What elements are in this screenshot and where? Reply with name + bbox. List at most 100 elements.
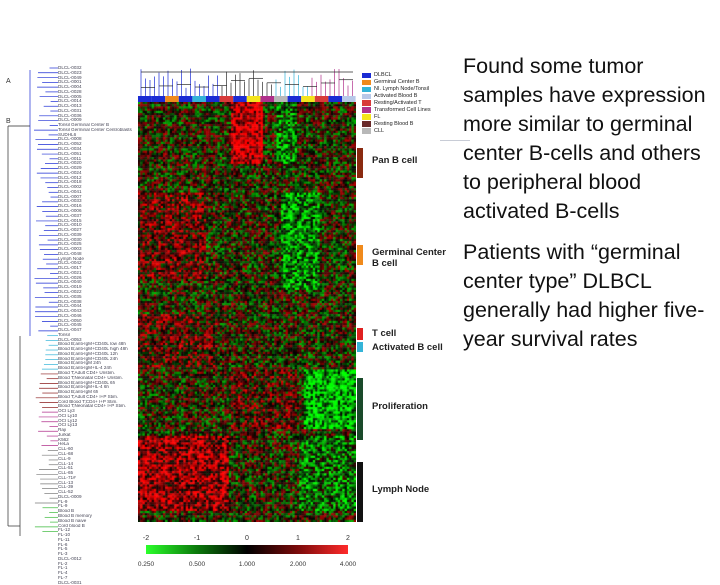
sample-type-strip-cell — [301, 96, 315, 102]
sample-label: Blood B;anti-IgM+IL-4 24h — [58, 366, 112, 371]
sample-type-legend: DLBCL Germinal Center B NI. Lymph Node/Ton… — [362, 72, 462, 135]
bullet-survival-rates: Patients with “germinal center type” DLB… — [463, 240, 705, 351]
sample-label: DLCL-0043 — [58, 309, 82, 314]
sample-label: DLCL-0016 — [58, 204, 82, 209]
sample-label: Blood B;anti-IgM+CD40L high 48h — [58, 347, 128, 352]
sample-label: Tonsil Germinal Center B — [58, 123, 110, 128]
legend-label: Resting Blood B — [374, 121, 414, 128]
sample-label: DLCL-0029 — [58, 166, 82, 171]
sample-label: Blood T;Adult CD4+ Unstim. — [58, 371, 115, 375]
scale-tick: 1 — [296, 535, 300, 542]
gene-cluster: Lymph Node — [357, 462, 429, 522]
sample-label: DLCL-0026 — [58, 275, 82, 280]
sample-label: DLCL-0015 — [58, 218, 82, 223]
sample-type-strip-cell — [274, 96, 288, 102]
sample-label: DLCL-0030 — [58, 237, 82, 242]
gene-cluster: Proliferation — [357, 378, 428, 440]
sample-label: CLL-60 — [58, 447, 74, 452]
gene-cluster-label: Pan B cell — [372, 155, 418, 166]
legend-label: Transformed Cell Lines — [374, 107, 431, 114]
sample-label: DLCL-0020 — [58, 161, 82, 166]
sample-label: DLCL-0007 — [58, 194, 82, 199]
gene-cluster-label: Lymph Node — [372, 484, 430, 495]
sample-type-strip-cell — [260, 96, 274, 102]
sample-type-strip-cell — [342, 96, 356, 102]
sample-label: Tonsil Germinal Center Centroblasts — [58, 127, 132, 132]
sample-label: CLL-71# — [58, 475, 76, 480]
sample-label: DLCL-0041 — [58, 189, 82, 194]
scale-value: 0.500 — [188, 561, 206, 568]
legend-swatch — [362, 93, 371, 99]
gene-dendrogram — [138, 68, 356, 102]
sample-label: DLCL-0040 — [58, 280, 82, 285]
sample-label: DLCL-0024 — [58, 170, 82, 175]
sample-label: DLCL-0004 — [58, 85, 82, 90]
legend-item: Resting Blood B — [362, 121, 462, 128]
gene-cluster-label: T cell — [372, 328, 397, 339]
text-panel: Found some tumor samples have expression… — [463, 52, 719, 366]
legend-label: FL — [374, 114, 381, 121]
legend-label: CLL — [374, 128, 385, 135]
sample-label: DLCL-0010 — [58, 223, 82, 228]
sample-type-strip-cell — [151, 96, 166, 102]
sample-label: DLCL-0038 — [58, 299, 82, 304]
sample-label: DLCL-0048 — [58, 251, 82, 256]
sample-label: Blood T;Neonatal CD4+ I+P Stim. — [58, 404, 127, 409]
sample-label: DLCL-0052 — [58, 142, 82, 147]
legend-label: Germinal Center B — [374, 79, 420, 86]
scale-tick: -2 — [142, 535, 150, 542]
sample-label: DLCL-0045 — [58, 323, 82, 328]
sample-label: Cord Blood T;CD4+ I+P Stim. — [58, 399, 118, 404]
sample-type-strip-cell — [165, 96, 179, 102]
sample-label: Cord blood B — [58, 523, 85, 528]
legend-item: NI. Lymph Node/Tonsil — [362, 86, 462, 93]
legend-item: Transformed Cell Lines — [362, 107, 462, 114]
sample-type-strip-cell — [314, 96, 329, 102]
sample-label: DLCL-0001 — [58, 80, 82, 85]
legend-swatch — [362, 128, 371, 134]
gene-cluster-label: Proliferation — [372, 401, 428, 412]
sample-label: Blood B;anti-IgM 24h — [58, 361, 101, 366]
sample-label: DLCL-0047 — [58, 328, 82, 333]
sample-label: DLCL-0023 — [58, 70, 82, 75]
sample-label: CLL-52 — [58, 490, 74, 495]
scale-ticks: -2 -1 0 1 2 — [138, 535, 356, 545]
scale-value: 1.000 — [238, 561, 256, 568]
sample-label: DLCL-0046 — [58, 313, 82, 318]
sample-label: Blood B;anti-IgM 6h — [58, 390, 99, 395]
sample-type-strip-cell — [328, 96, 342, 102]
sample-label: Jurkat — [58, 432, 71, 437]
sample-label: CLL-39 — [58, 485, 74, 490]
sample-label: Blood T;Neonatal CD4+ Unstim. — [58, 375, 123, 380]
legend-item: FL — [362, 114, 462, 121]
sample-label: CLL-13 — [58, 480, 74, 485]
axis-label-b: B — [6, 118, 11, 125]
sample-label: DLCL-0002 — [58, 185, 82, 190]
sample-label: DLCL-0008 — [58, 137, 82, 142]
legend-item: CLL — [362, 128, 462, 135]
sample-label: DLCL-0051 — [58, 151, 82, 156]
sample-label-list: DLCL-0032 DLCL-0023 DLCL-0049 DLCL-0001 DLCL… — [58, 66, 138, 585]
scale-value: 0.250 — [137, 561, 155, 568]
sample-label: FL-9 — [58, 504, 68, 509]
bullet-tumor-similarity: Found some tumor samples have expression… — [463, 54, 706, 223]
sample-label: DLCL-0011 — [58, 156, 82, 161]
sample-label: CLL-51 — [58, 466, 74, 471]
sample-label: DLCL-0035 — [58, 294, 82, 299]
sample-label: OCI Ly12 — [58, 418, 78, 423]
gene-cluster: T cell — [357, 328, 396, 340]
lymphoma-clustering-figure: A B DLCL-0032 DLCL-0023 DLCL-0049 DLCL-0001… — [0, 30, 462, 584]
sample-type-strip-cell — [192, 96, 206, 102]
sample-label: Tonsil — [58, 332, 70, 337]
scale-values: 0.250 0.500 1.000 2.000 4.000 — [138, 561, 356, 571]
sample-label: DLCL-0012 — [58, 175, 82, 180]
gene-cluster-label: Germinal Center B cell — [372, 247, 446, 269]
sample-label: DLCL-0021 — [58, 270, 82, 275]
sample-label: DLCL-0005 — [58, 94, 82, 99]
gene-cluster: Pan B cell — [357, 148, 417, 178]
legend-swatch — [362, 79, 371, 86]
sample-label: DLCL-0036 — [58, 113, 82, 118]
sample-label: DLCL-0027 — [58, 228, 82, 233]
sample-label: DLCL-0044 — [58, 304, 82, 309]
gene-cluster-label: Activated B cell — [372, 342, 443, 353]
